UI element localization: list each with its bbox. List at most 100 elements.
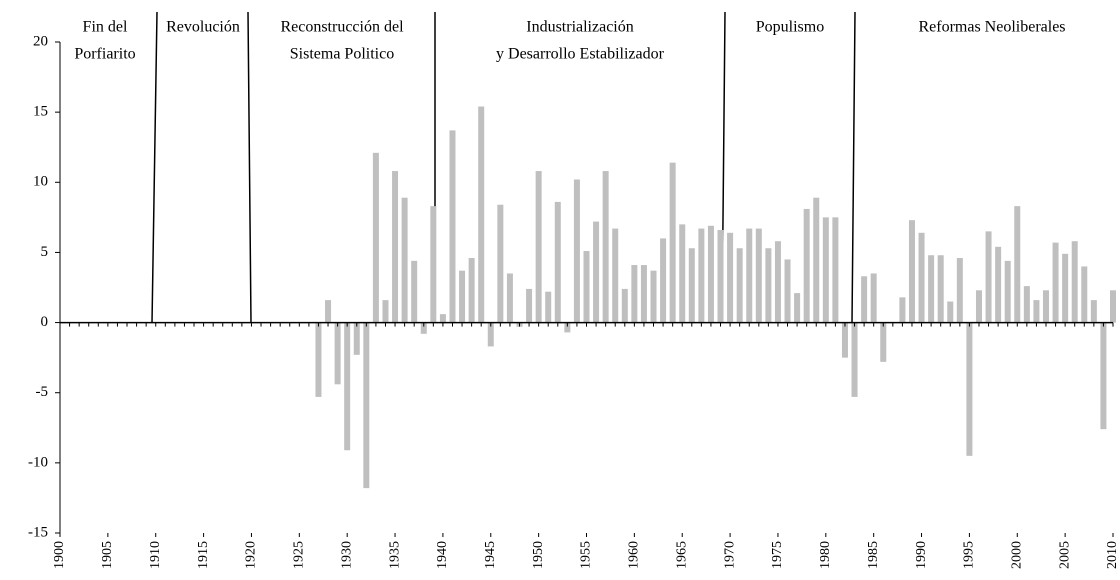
x-tick-label: 2000 xyxy=(1009,541,1024,569)
x-tick-label: 1925 xyxy=(292,541,307,569)
bar xyxy=(755,228,762,323)
bar xyxy=(631,265,638,323)
y-tick-label: 10 xyxy=(33,174,48,190)
era-label: Sistema Politico xyxy=(290,46,394,63)
bar xyxy=(411,260,418,323)
x-tick-label: 1955 xyxy=(579,541,594,569)
bar xyxy=(1014,206,1021,323)
bar xyxy=(621,288,628,323)
bar xyxy=(363,322,370,489)
bar xyxy=(784,259,791,323)
bar xyxy=(1023,286,1030,323)
bar xyxy=(956,258,963,323)
era-divider xyxy=(151,11,158,324)
y-tick-label: -5 xyxy=(36,384,49,400)
x-tick-label: 2010 xyxy=(1105,541,1120,569)
bar xyxy=(526,288,533,323)
bar xyxy=(975,290,982,323)
x-tick-label: 1995 xyxy=(962,541,977,569)
bar xyxy=(1062,253,1069,323)
bar xyxy=(870,273,877,323)
bar xyxy=(506,273,513,323)
bar xyxy=(1033,300,1040,323)
bar xyxy=(727,232,734,323)
y-tick-label: 0 xyxy=(41,314,49,330)
era-label: Industrialización xyxy=(526,19,634,36)
bar xyxy=(880,322,887,362)
bar xyxy=(459,270,466,323)
y-tick-label: 5 xyxy=(41,244,49,260)
bar xyxy=(822,217,829,323)
bar xyxy=(669,162,676,323)
bar xyxy=(650,270,657,323)
bar xyxy=(908,220,915,323)
bar xyxy=(832,217,839,323)
x-tick-label: 1940 xyxy=(435,541,450,569)
bar xyxy=(966,322,973,456)
bar xyxy=(1052,242,1059,323)
x-tick-label: 1950 xyxy=(531,541,546,569)
bar xyxy=(602,171,609,323)
x-tick-label: 1900 xyxy=(52,541,67,569)
bar xyxy=(478,106,485,323)
era-divider xyxy=(247,11,252,324)
era-label: Revolución xyxy=(166,19,240,36)
y-tick-label: -10 xyxy=(28,454,48,470)
x-tick-label: 1970 xyxy=(722,541,737,569)
bar xyxy=(660,238,667,323)
bar xyxy=(679,224,686,323)
bar xyxy=(382,300,389,323)
bar xyxy=(918,232,925,323)
bar xyxy=(803,208,810,323)
bar xyxy=(564,322,571,333)
bar xyxy=(1110,290,1116,323)
bar xyxy=(1100,322,1107,430)
x-tick-label: 1905 xyxy=(100,541,115,569)
bar xyxy=(468,258,475,323)
bar xyxy=(545,291,552,323)
bar xyxy=(325,300,332,323)
bar xyxy=(774,241,781,323)
bar xyxy=(899,297,906,323)
bar xyxy=(928,255,935,323)
bar xyxy=(449,130,456,323)
x-tick-label: 1985 xyxy=(866,541,881,569)
bar xyxy=(841,322,848,358)
bar xyxy=(698,228,705,323)
bar xyxy=(315,322,322,397)
bar xyxy=(344,322,351,451)
bar xyxy=(937,255,944,323)
bar xyxy=(736,248,743,323)
x-tick-label: 1915 xyxy=(196,541,211,569)
bar xyxy=(947,301,954,323)
era-divider xyxy=(851,11,856,324)
era-label: Porfiarito xyxy=(74,46,135,63)
bar xyxy=(1042,290,1049,323)
bar xyxy=(430,206,437,323)
bar xyxy=(765,248,772,323)
bar xyxy=(1071,241,1078,323)
bar xyxy=(688,248,695,323)
x-tick-label: 1935 xyxy=(387,541,402,569)
bar xyxy=(794,293,801,323)
bar xyxy=(487,322,494,347)
bar xyxy=(334,322,341,385)
bar xyxy=(583,251,590,323)
bar xyxy=(535,171,542,323)
bar xyxy=(985,231,992,323)
x-tick-label: 1945 xyxy=(483,541,498,569)
bar xyxy=(640,265,647,323)
y-tick-label: -15 xyxy=(28,524,48,540)
bar xyxy=(420,322,427,334)
bar xyxy=(861,276,868,323)
era-label: Populismo xyxy=(756,19,824,36)
bar xyxy=(746,228,753,323)
bar xyxy=(372,152,379,323)
bar xyxy=(1090,300,1097,323)
era-label: Fin del xyxy=(83,19,128,36)
y-tick-label: 15 xyxy=(33,104,48,120)
bar xyxy=(593,221,600,323)
bar xyxy=(717,229,724,323)
bar xyxy=(1004,260,1011,323)
